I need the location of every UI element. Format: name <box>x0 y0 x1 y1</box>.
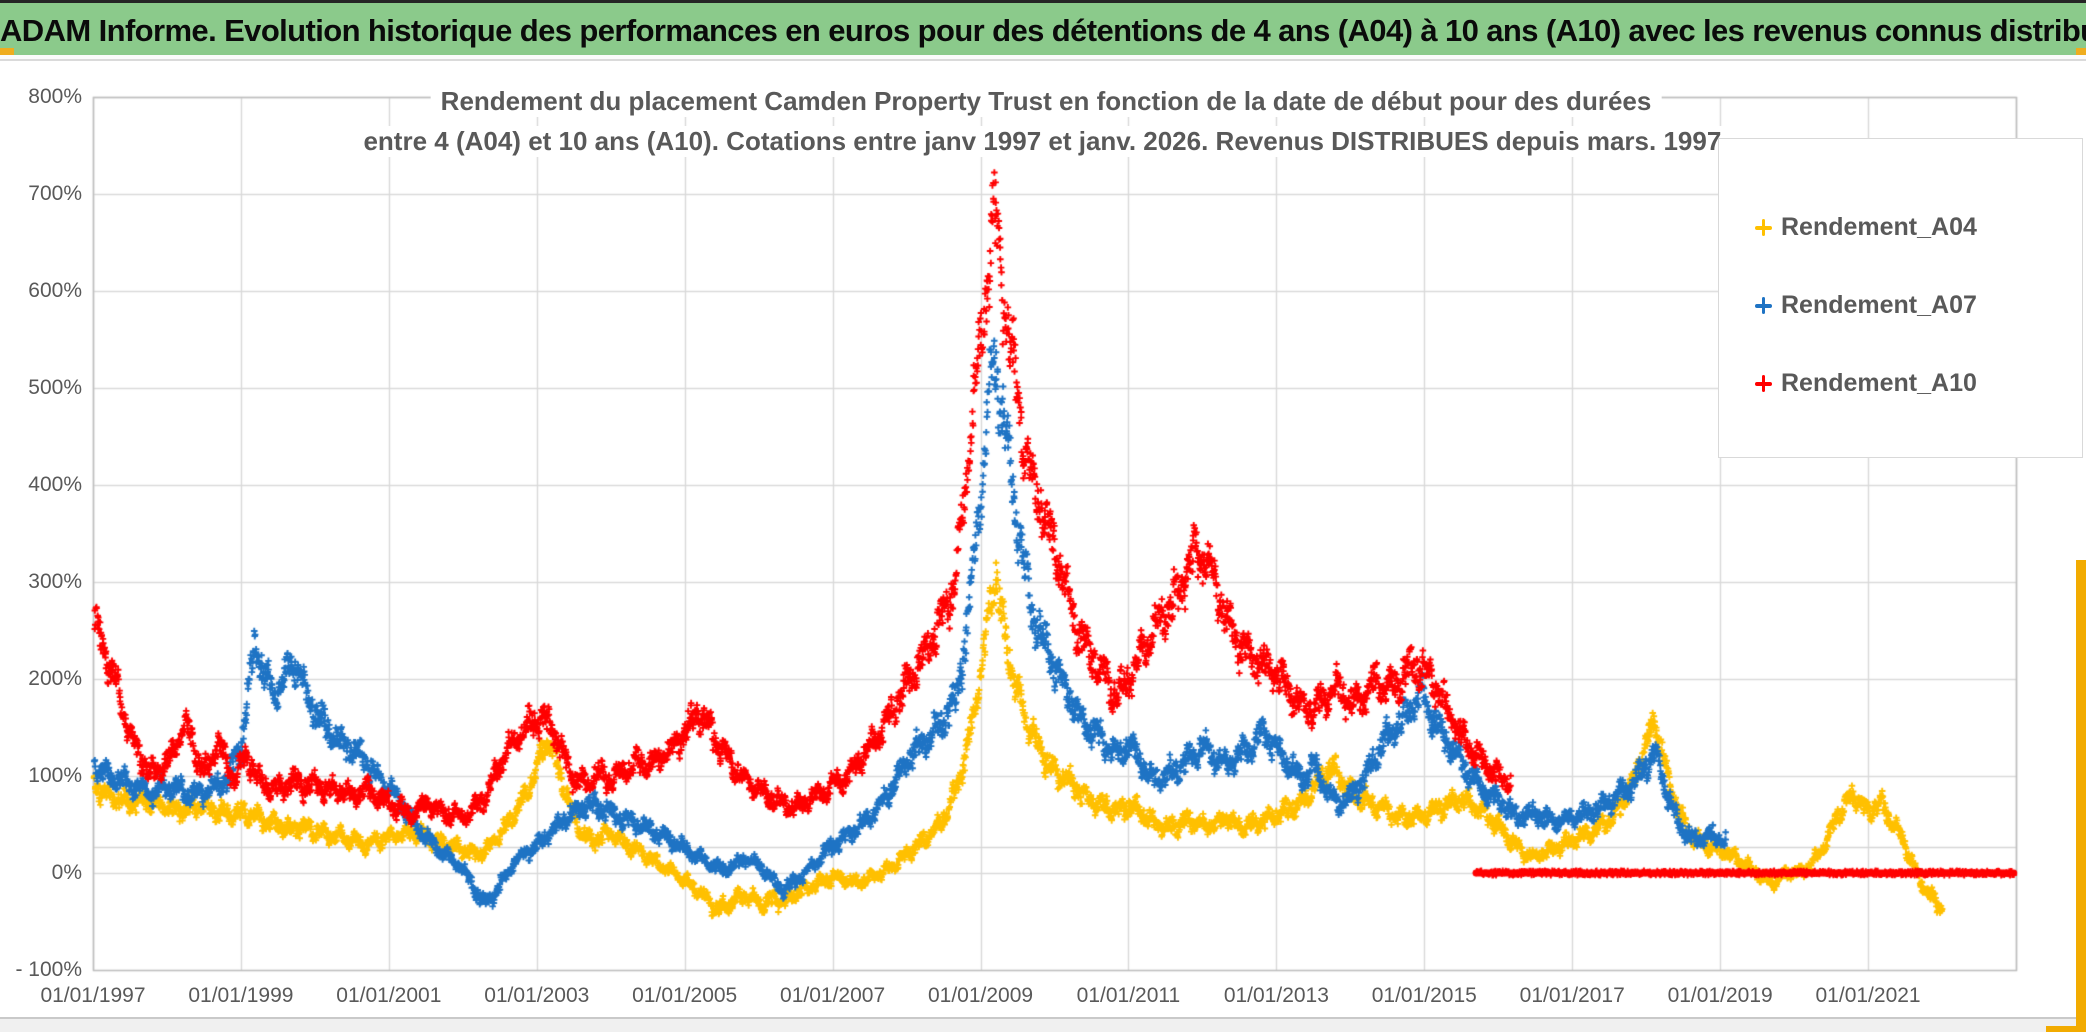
x-axis-tick-label: 01/01/2003 <box>484 984 590 1007</box>
x-axis-tick-label: 01/01/1997 <box>40 984 146 1007</box>
y-axis-tick-label: 100% <box>28 764 82 787</box>
x-axis-tick-label: 01/01/2015 <box>1371 984 1477 1007</box>
legend-item-label: Rendement_A10 <box>1781 369 1977 397</box>
y-axis-tick-label: - 100% <box>15 958 82 981</box>
chart-title-line1: Rendement du placement Camden Property T… <box>430 86 1662 117</box>
x-axis-tick-label: 01/01/2005 <box>632 984 738 1007</box>
legend-item-rendement_a04: Rendement_A04 <box>1719 207 2082 247</box>
gold-corner-mark <box>2046 1026 2086 1032</box>
gold-right-strip <box>2076 560 2086 1032</box>
legend-item-label: Rendement_A07 <box>1781 291 1977 319</box>
y-axis-tick-label: 200% <box>28 667 82 690</box>
y-axis-tick-label: 800% <box>28 85 82 108</box>
x-axis-tick-label: 01/01/2017 <box>1519 984 1625 1007</box>
plus-icon <box>1755 297 1772 314</box>
plus-icon <box>1755 375 1772 392</box>
legend-item-label: Rendement_A04 <box>1781 213 1977 241</box>
y-axis-tick-label: 500% <box>28 376 82 399</box>
plus-icon <box>1755 219 1772 236</box>
x-axis-tick-label: 01/01/2021 <box>1815 984 1921 1007</box>
legend-item-rendement_a10: Rendement_A10 <box>1719 363 2082 403</box>
y-axis-tick-label: 600% <box>28 279 82 302</box>
y-axis-tick-label: 300% <box>28 570 82 593</box>
x-axis-tick-label: 01/01/2007 <box>780 984 886 1007</box>
sheet-bottom-line <box>0 1017 2086 1019</box>
x-axis-tick-label: 01/01/2013 <box>1223 984 1329 1007</box>
legend: Rendement_A04 Rendement_A07 Rendement_A10 <box>1718 138 2083 458</box>
x-axis-tick-label: 01/01/2011 <box>1076 984 1181 1007</box>
legend-item-rendement_a07: Rendement_A07 <box>1719 285 2082 325</box>
sheet-bottom-strip <box>0 1019 2086 1032</box>
y-axis-tick-label: 700% <box>28 182 82 205</box>
x-axis-tick-label: 01/01/2001 <box>336 984 442 1007</box>
y-axis-tick-label: 400% <box>28 473 82 496</box>
y-axis-tick-label: 0% <box>51 861 82 884</box>
x-axis-tick-label: 01/01/2009 <box>927 984 1034 1007</box>
x-axis-tick-label: 01/01/2019 <box>1667 984 1773 1007</box>
chart-title-line2: entre 4 (A04) et 10 ans (A10). Cotations… <box>353 126 1739 157</box>
x-axis-tick-label: 01/01/1999 <box>188 984 294 1007</box>
